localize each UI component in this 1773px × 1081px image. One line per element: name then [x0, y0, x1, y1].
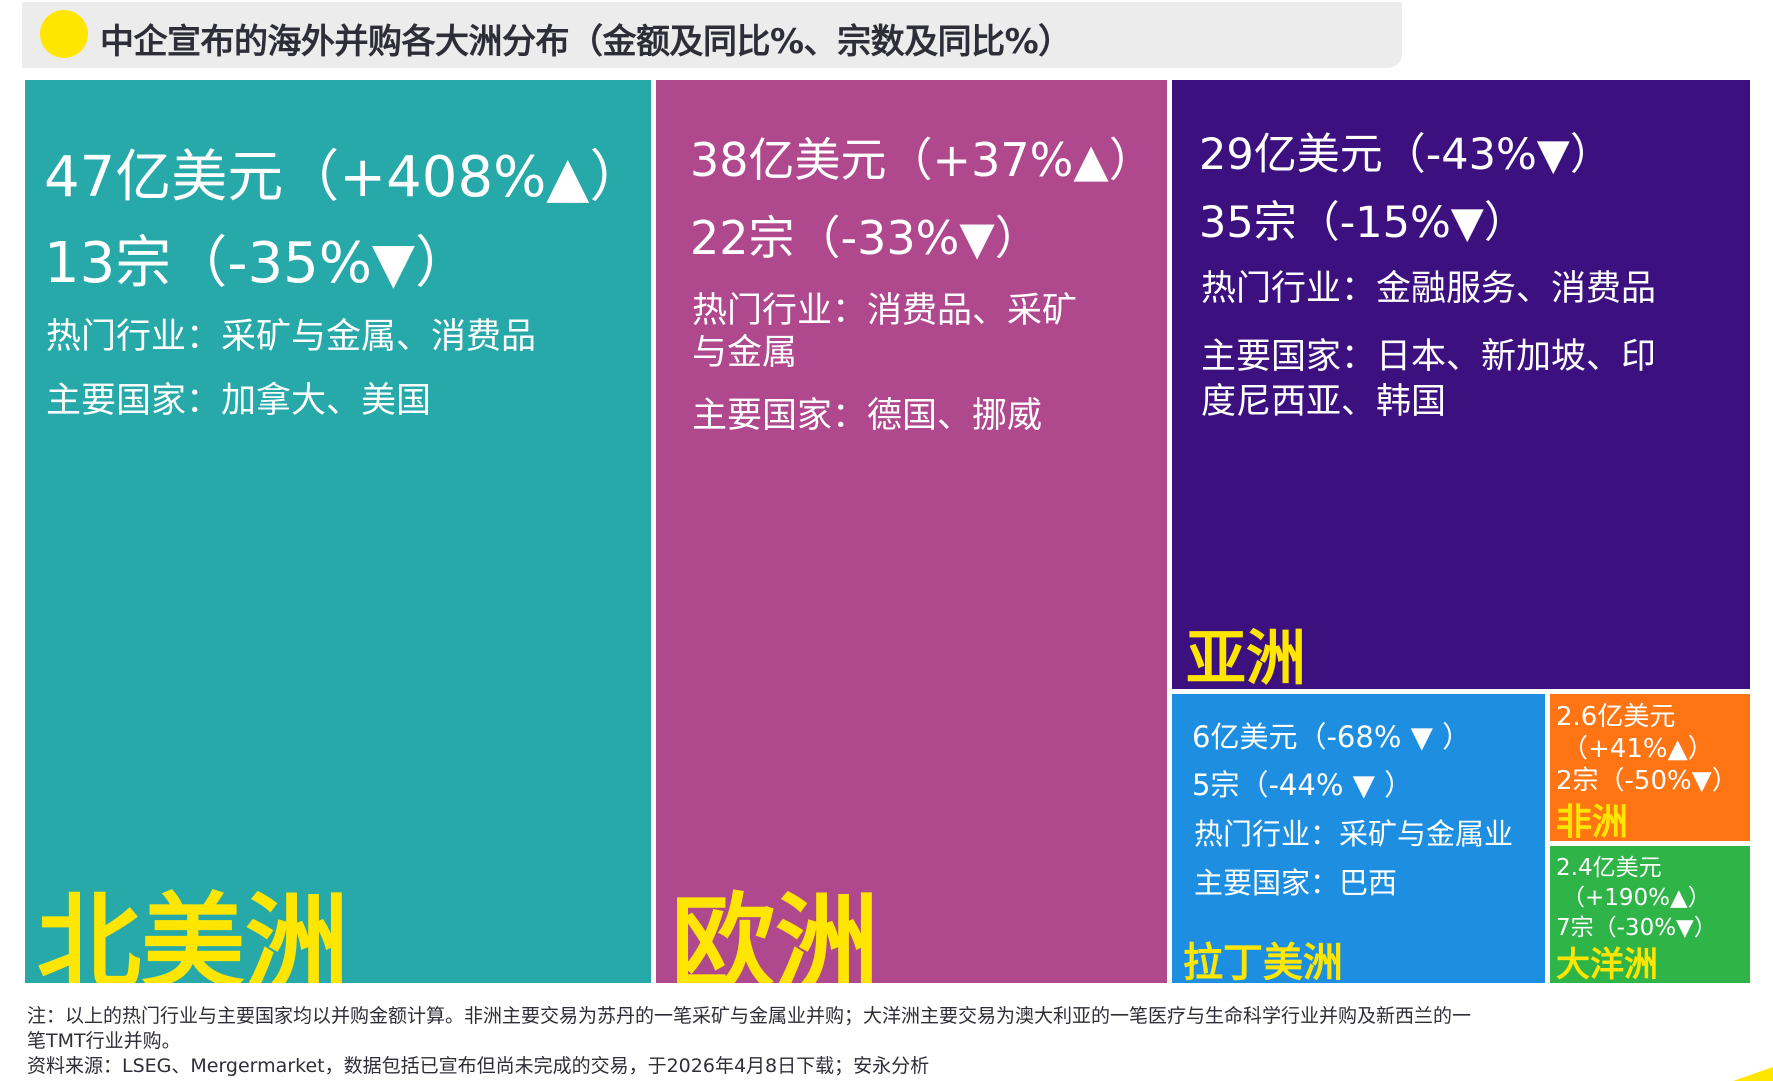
- deals-label: 7宗（-30%▼）: [1556, 915, 1717, 941]
- industry-label: 热门行业：金融服务、消费品: [1201, 269, 1657, 309]
- treemap-tile-north-america: 47亿美元（+408%▲） 13宗（-35%▼） 热门行业：采矿与金属、消费品 …: [25, 80, 651, 983]
- industry-label: 热门行业：采矿与金属、消费品: [46, 317, 537, 357]
- countries-label: 主要国家：巴西: [1194, 866, 1398, 900]
- countries-label: 主要国家：德国、挪威: [692, 396, 1043, 436]
- deals-label: 22宗（-33%▼）: [690, 211, 1041, 265]
- amount-label: 6亿美元（-68% ▼ ）: [1192, 720, 1472, 754]
- region-name-label: 欧洲: [671, 882, 880, 983]
- amount-label-line-2: （+190%▲）: [1562, 885, 1711, 911]
- amount-label: 38亿美元（+37%▲）: [690, 133, 1155, 187]
- deals-label: 2宗（-50%▼）: [1556, 766, 1738, 796]
- title-bar: 中企宣布的海外并购各大洲分布（金额及同比%、宗数及同比%）: [22, 2, 1402, 68]
- industry-label-line-1: 热门行业：消费品、采矿: [692, 291, 1078, 331]
- amount-label-line-1: 2.6亿美元: [1556, 702, 1676, 732]
- yellow-corner-mark: [1733, 1067, 1773, 1081]
- amount-label: 29亿美元（-43%▼）: [1199, 130, 1613, 180]
- industry-label: 热门行业：采矿与金属业: [1194, 817, 1514, 851]
- region-name-label: 北美洲: [37, 882, 350, 983]
- yellow-dot-icon: [40, 10, 88, 58]
- countries-label-line-2: 度尼西亚、韩国: [1201, 382, 1447, 422]
- amount-label-line-1: 2.4亿美元: [1556, 855, 1662, 881]
- footnote-line-2: 笔TMT行业并购。: [27, 1030, 181, 1052]
- footnote-line-1: 注：以上的热门行业与主要国家均以并购金额计算。非洲主要交易为苏丹的一笔采矿与金属…: [27, 1005, 1472, 1027]
- treemap-tile-europe: 38亿美元（+37%▲） 22宗（-33%▼） 热门行业：消费品、采矿 与金属 …: [656, 80, 1167, 983]
- region-name-label: 亚洲: [1186, 624, 1306, 689]
- treemap-tile-latin-america: 6亿美元（-68% ▼ ） 5宗（-44% ▼ ） 热门行业：采矿与金属业 主要…: [1172, 694, 1545, 983]
- region-name-label: 非洲: [1556, 802, 1629, 841]
- deals-label: 35宗（-15%▼）: [1199, 198, 1527, 248]
- treemap-tile-oceania: 2.4亿美元 （+190%▲） 7宗（-30%▼） 大洋洲: [1550, 846, 1750, 983]
- treemap-tile-africa: 2.6亿美元 （+41%▲） 2宗（-50%▼） 非洲: [1550, 694, 1750, 841]
- deals-label: 13宗（-35%▼）: [44, 231, 471, 296]
- industry-label-line-2: 与金属: [692, 333, 798, 373]
- treemap-tile-asia: 29亿美元（-43%▼） 35宗（-15%▼） 热门行业：金融服务、消费品 主要…: [1172, 80, 1750, 689]
- region-name-label: 拉丁美洲: [1183, 940, 1343, 983]
- countries-label: 主要国家：加拿大、美国: [46, 381, 432, 421]
- chart-title: 中企宣布的海外并购各大洲分布（金额及同比%、宗数及同比%）: [100, 22, 1072, 62]
- source-note: 资料来源：LSEG、Mergermarket，数据包括已宣布但尚未完成的交易，于…: [27, 1055, 930, 1077]
- amount-label: 47亿美元（+408%▲）: [44, 145, 646, 210]
- amount-label-line-2: （+41%▲）: [1562, 734, 1714, 764]
- region-name-label: 大洋洲: [1556, 945, 1658, 983]
- deals-label: 5宗（-44% ▼ ）: [1192, 768, 1414, 802]
- countries-label-line-1: 主要国家：日本、新加坡、印: [1201, 337, 1657, 377]
